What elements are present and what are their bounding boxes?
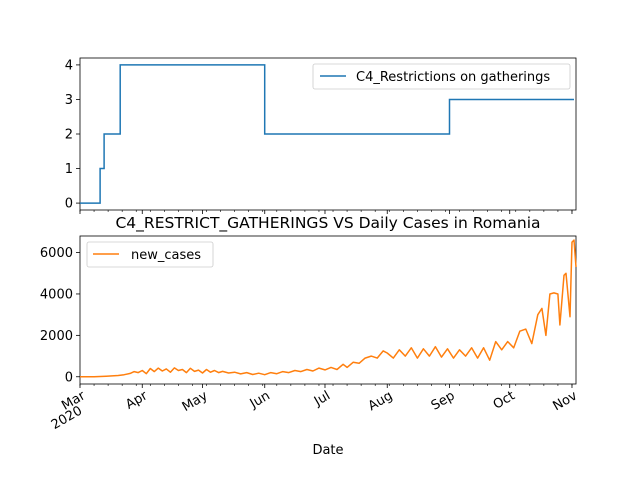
restrictions-y-tick-label: 2 <box>65 128 73 143</box>
cases-y-tick-label: 0 <box>65 370 73 385</box>
x-tick-label-jul: Jul <box>311 388 333 409</box>
cases-y-tick-label: 2000 <box>40 329 73 344</box>
cases-y-tick-label: 4000 <box>40 287 73 302</box>
cases-plot-frame <box>79 235 577 385</box>
restrictions-legend-label: C4_Restrictions on gatherings <box>356 70 550 85</box>
restrictions-chart: 0 1 2 3 4 C4_Restrictions on gatherings <box>65 57 577 214</box>
cases-legend-box <box>86 241 214 268</box>
cases-series-line <box>79 239 577 378</box>
restrictions-x-axis-ticks <box>79 210 573 214</box>
restrictions-legend-box <box>312 63 571 90</box>
restrictions-series-line <box>80 64 574 204</box>
cases-chart-title: C4_RESTRICT_GATHERINGS VS Daily Cases in… <box>115 214 540 233</box>
cases-legend: new_cases <box>86 241 214 268</box>
restrictions-legend: C4_Restrictions on gatherings <box>312 63 571 90</box>
restrictions-y-tick-label: 0 <box>65 197 73 212</box>
restrictions-y-tick-label: 1 <box>65 162 73 177</box>
restrictions-y-tick-label: 3 <box>65 93 73 108</box>
cases-legend-label: new_cases <box>131 248 201 263</box>
cases-y-axis: 0 2000 4000 6000 <box>40 246 80 385</box>
cases-y-tick-label: 6000 <box>40 246 73 261</box>
x-axis-title: Date <box>312 443 343 458</box>
restrictions-y-axis: 0 1 2 3 4 <box>65 58 80 212</box>
restrictions-y-tick-label: 4 <box>65 58 73 73</box>
